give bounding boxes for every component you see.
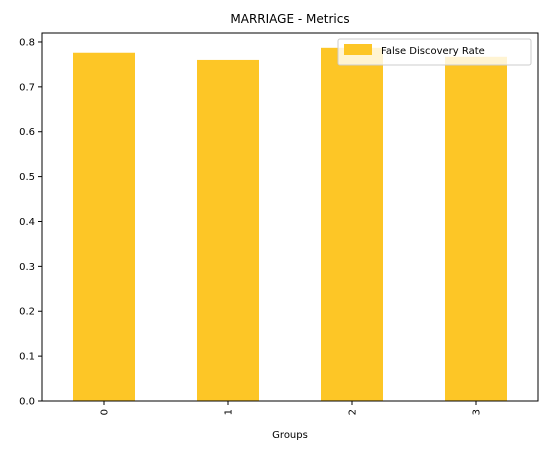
y-tick-label: 0.1 <box>19 352 35 363</box>
y-tick-label: 0.5 <box>19 172 35 183</box>
y-tick-label: 0.2 <box>19 307 35 318</box>
x-tick-label-3: 3 <box>472 409 483 415</box>
x-axis: 0 1 2 3 <box>100 401 483 415</box>
y-tick-label: 0.7 <box>19 82 35 93</box>
y-tick-label: 0.0 <box>19 397 35 408</box>
x-tick-label-2: 2 <box>348 409 359 415</box>
y-axis: 0.0 0.1 0.2 0.3 0.4 0.5 0.6 0.7 0.8 <box>19 37 42 408</box>
y-tick-label: 0.6 <box>19 127 35 138</box>
plot-frame <box>41 32 539 402</box>
bar-group-0 <box>73 52 135 402</box>
bar-group-1 <box>197 59 259 402</box>
y-tick-label: 0.3 <box>19 262 35 273</box>
y-tick-label: 0.8 <box>19 37 35 48</box>
chart-title: MARRIAGE - Metrics <box>230 12 349 26</box>
bar-group-2 <box>321 47 383 402</box>
legend: False Discovery Rate <box>337 38 532 66</box>
bars-group <box>73 47 507 402</box>
y-tick-label: 0.4 <box>19 217 35 228</box>
legend-box <box>337 38 532 66</box>
legend-label: False Discovery Rate <box>381 46 485 57</box>
legend-swatch <box>344 44 372 55</box>
bar-group-3 <box>445 56 507 401</box>
x-axis-label: Groups <box>272 430 308 441</box>
x-tick-label-1: 1 <box>224 409 235 415</box>
x-tick-label-0: 0 <box>100 409 111 415</box>
